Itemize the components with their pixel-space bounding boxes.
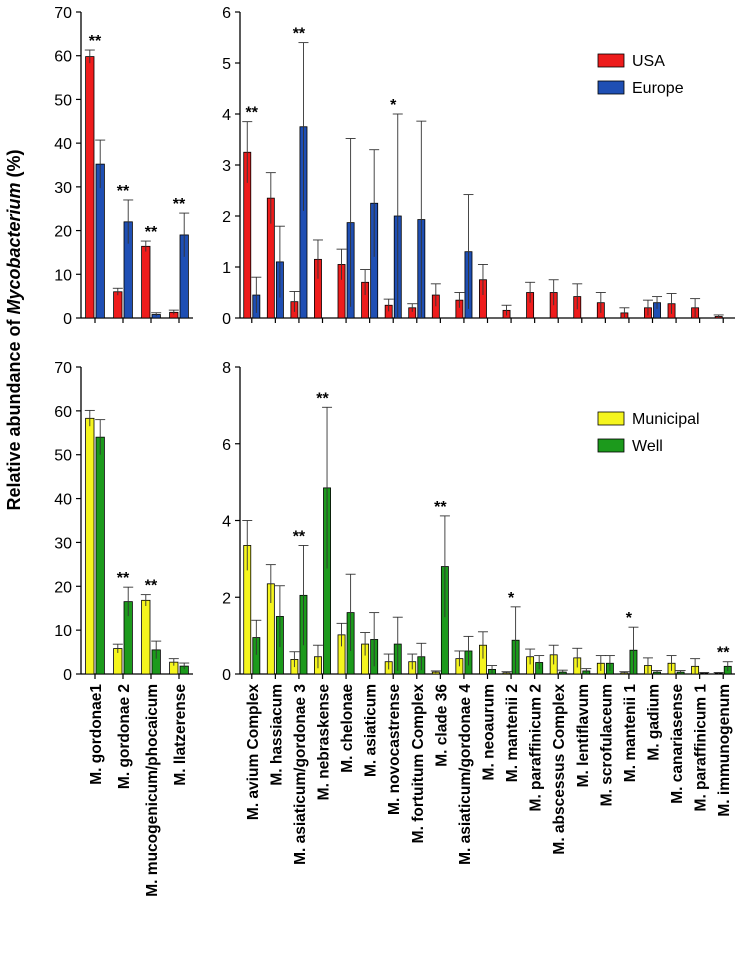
y-tick-label: 0 [222, 667, 231, 684]
y-tick-label: 5 [222, 56, 231, 73]
significance-marker: * [390, 97, 397, 114]
panel-top-left: 0 10 20 30 40 50 60 70 ** ** ** ** [54, 5, 193, 328]
significance-marker: ** [717, 645, 730, 662]
bar-well [95, 436, 105, 675]
significance-marker: ** [316, 390, 329, 407]
category-label: M. scrofulaceum [598, 684, 615, 806]
category-label: M. paraffinicum 2 [528, 684, 545, 811]
y-tick-label: 50 [54, 92, 72, 109]
significance-marker: ** [173, 196, 186, 213]
y-tick-label: 20 [54, 579, 72, 596]
legend-swatch-municipal [597, 411, 625, 426]
category-label: M. asiaticum [363, 684, 380, 777]
category-label: M. hassiacum [268, 684, 285, 786]
y-tick-label: 4 [222, 514, 231, 531]
significance-marker: ** [293, 26, 306, 43]
y-tick-label: 4 [222, 107, 231, 124]
significance-marker: * [626, 610, 633, 627]
category-label: M. fortuitum Complex [410, 684, 427, 844]
significance-marker: * [508, 590, 515, 607]
y-tick-label: 70 [54, 5, 72, 22]
significance-marker: ** [89, 33, 102, 50]
y-tick-label: 40 [54, 492, 72, 509]
bar-usa [113, 291, 123, 319]
category-label: M. lentiflavum [575, 684, 592, 787]
y-axis-label: Relative abundance of Mycobacterium (%) [4, 149, 24, 510]
legend-swatch-europe [597, 80, 625, 95]
category-label: M. mantenii 2 [504, 684, 521, 782]
category-label: M. novocastrense [386, 684, 403, 815]
significance-marker: ** [246, 105, 259, 122]
category-label: M. clade 36 [433, 684, 450, 767]
legend-label-usa: USA [632, 53, 665, 70]
y-tick-label: 10 [54, 623, 72, 640]
y-tick-label: 1 [222, 260, 231, 277]
category-label: M. mantenii 1 [622, 684, 639, 783]
category-label: M. chelonae [339, 684, 356, 773]
y-tick-label: 70 [54, 360, 72, 377]
y-tick-label: 0 [63, 311, 72, 328]
significance-marker: ** [293, 528, 306, 545]
category-label: M. abscessus Complex [551, 684, 568, 855]
significance-marker: ** [117, 183, 130, 200]
legend-label-europe: Europe [632, 80, 684, 97]
legend-swatch-well [597, 438, 625, 453]
legend-label-well: Well [632, 438, 663, 455]
significance-marker: ** [145, 224, 158, 241]
category-label: M. llatzerense [172, 684, 189, 786]
category-label: M. gordonae 2 [116, 684, 133, 789]
y-tick-label: 0 [63, 667, 72, 684]
y-tick-label: 2 [222, 209, 231, 226]
category-label: M. gordonae1 [88, 684, 105, 785]
y-tick-label: 30 [54, 535, 72, 552]
category-label: M. asiaticum/gordonae 3 [292, 684, 309, 865]
significance-marker: ** [145, 578, 158, 595]
y-tick-label: 40 [54, 136, 72, 153]
legend-label-municipal: Municipal [632, 411, 700, 428]
significance-marker: ** [117, 570, 130, 587]
legend-swatch-usa [597, 53, 625, 68]
category-label: M. immunogenum [716, 684, 733, 817]
category-label: M. neoaurum [481, 684, 498, 780]
bar-municipal [85, 417, 95, 675]
y-tick-label: 8 [222, 360, 231, 377]
y-tick-label: 6 [222, 5, 231, 22]
category-label: M. canariasense [669, 684, 686, 804]
bar-municipal [141, 599, 151, 675]
y-tick-label: 50 [54, 448, 72, 465]
bar-usa [85, 56, 95, 319]
category-label: M. paraffinicum 1 [693, 684, 710, 812]
y-tick-label: 3 [222, 158, 231, 175]
category-label: M. asiaticum/gordonae 4 [457, 684, 474, 865]
category-label: M. gadium [646, 684, 663, 761]
y-tick-label: 0 [222, 311, 231, 328]
y-tick-label: 60 [54, 404, 72, 421]
category-label: M. nebraskense [316, 684, 333, 801]
y-tick-label: 2 [222, 590, 231, 607]
y-tick-label: 20 [54, 224, 72, 241]
significance-marker: ** [434, 499, 447, 516]
y-tick-label: 60 [54, 49, 72, 66]
bar-usa [141, 245, 151, 319]
category-label: M. mucogenicum/phocaicum [144, 684, 161, 897]
y-tick-label: 10 [54, 267, 72, 284]
y-tick-label: 6 [222, 437, 231, 454]
panel-bottom-left: 0 10 20 30 40 50 60 70 M. gordonae1 ** M. gordonae… [54, 360, 193, 897]
category-label: M. avium Complex [245, 684, 262, 820]
y-tick-label: 30 [54, 180, 72, 197]
